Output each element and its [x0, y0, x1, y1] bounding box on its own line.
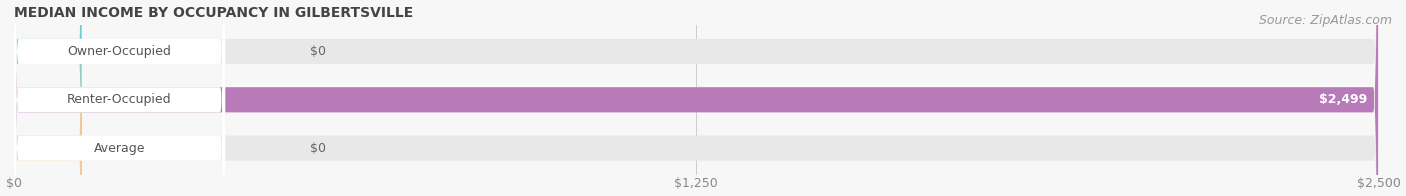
Text: Average: Average	[94, 142, 145, 155]
FancyBboxPatch shape	[14, 0, 225, 196]
FancyBboxPatch shape	[14, 0, 1378, 196]
Text: $2,499: $2,499	[1319, 93, 1367, 106]
FancyBboxPatch shape	[14, 0, 225, 196]
FancyBboxPatch shape	[14, 0, 1378, 196]
Text: Renter-Occupied: Renter-Occupied	[67, 93, 172, 106]
FancyBboxPatch shape	[14, 0, 1378, 196]
Text: Source: ZipAtlas.com: Source: ZipAtlas.com	[1258, 14, 1392, 27]
Text: Owner-Occupied: Owner-Occupied	[67, 45, 172, 58]
Text: MEDIAN INCOME BY OCCUPANCY IN GILBERTSVILLE: MEDIAN INCOME BY OCCUPANCY IN GILBERTSVI…	[14, 5, 413, 20]
FancyBboxPatch shape	[14, 0, 225, 196]
FancyBboxPatch shape	[14, 0, 82, 196]
Text: $0: $0	[309, 142, 326, 155]
FancyBboxPatch shape	[14, 0, 1378, 196]
Text: $0: $0	[309, 45, 326, 58]
FancyBboxPatch shape	[14, 0, 82, 196]
